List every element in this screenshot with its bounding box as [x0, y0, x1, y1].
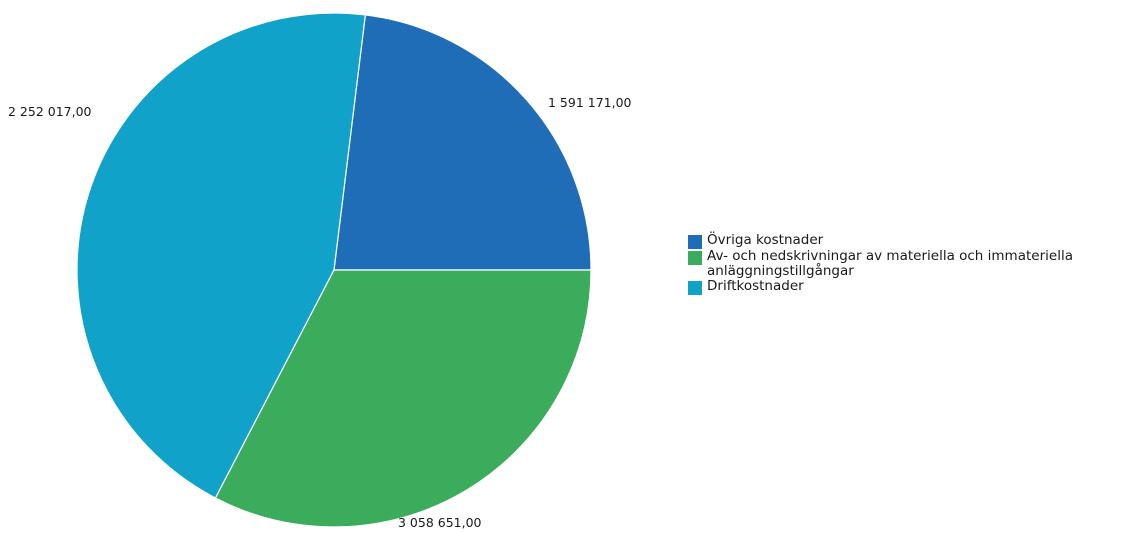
data-label: 3 058 651,00 — [398, 515, 482, 530]
data-label: 2 252 017,00 — [8, 104, 92, 119]
legend-label: Övriga kostnader — [707, 232, 824, 248]
data-label: 1 591 171,00 — [548, 95, 632, 110]
legend-swatch — [688, 235, 702, 249]
legend: Övriga kostnader Av- och nedskrivningar … — [688, 233, 1128, 295]
legend-swatch — [688, 281, 702, 295]
legend-item: Av- och nedskrivningar av materiella och… — [688, 249, 1128, 279]
legend-item: Driftkostnader — [688, 279, 1128, 295]
legend-label: Driftkostnader — [707, 278, 804, 294]
pie-slice — [76, 12, 367, 499]
legend-item: Övriga kostnader — [688, 233, 1128, 249]
pie-chart: 1 591 171,00 3 058 651,00 2 252 017,00 — [8, 12, 632, 530]
legend-swatch — [688, 251, 702, 265]
legend-label: Av- och nedskrivningar av materiella och… — [707, 248, 1073, 279]
pie-slice — [214, 269, 592, 528]
pie-slice — [333, 14, 592, 271]
